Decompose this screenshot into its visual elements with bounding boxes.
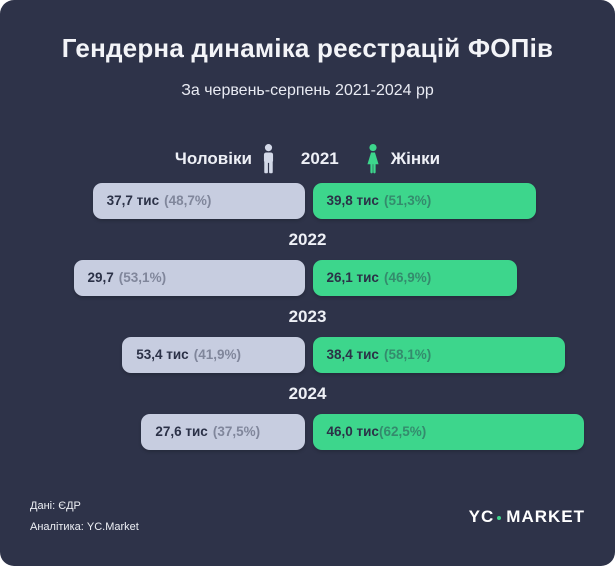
male-bar: 27,6 тис (37,5%) (141, 414, 305, 450)
yc-market-logo: YC MARKET (469, 507, 585, 527)
bar-row: 29,7 (53,1%) 26,1 тис (46,9%) (0, 260, 615, 296)
bar-row: 37,7 тис (48,7%) 39,8 тис (51,3%) (0, 183, 615, 219)
page-subtitle: За червень-серпень 2021-2024 рр (181, 82, 434, 99)
male-bar-value: 53,4 тис (136, 347, 189, 362)
logo-text-right: MARKET (506, 506, 585, 526)
male-bar-value: 37,7 тис (106, 193, 160, 208)
bar-row: 53,4 тис (41,9%) 38,4 тис (58,1%) (0, 337, 615, 373)
female-bar-value: 38,4 тис (326, 347, 379, 362)
female-bar: 39,8 тис (51,3%) (312, 183, 536, 219)
male-bar-percent: (48,7%) (164, 193, 212, 208)
data-source: Дані: ЄДР (30, 500, 81, 512)
male-bar-percent: (37,5%) (212, 424, 261, 439)
female-bar-percent: (58,1%) (383, 347, 432, 362)
male-bar-percent: (41,9%) (193, 347, 241, 362)
male-bar: 29,7 (53,1%) (73, 260, 305, 296)
male-bar: 37,7 тис (48,7%) (92, 183, 305, 219)
man-icon (262, 144, 275, 174)
female-bar-value: 39,8 тис (326, 193, 379, 208)
female-bar-percent: (51,3%) (383, 193, 432, 208)
year-label: 2022 (288, 230, 327, 249)
legend-female-label: Жінки (390, 149, 441, 168)
female-bar-value: 46,0 тис (326, 424, 379, 439)
female-bar: 26,1 тис (46,9%) (312, 260, 517, 296)
bar-row: 27,6 тис (37,5%) 46,0 тис(62,5%) (0, 414, 615, 450)
male-bar-percent: (53,1%) (118, 270, 167, 285)
male-bar: 53,4 тис (41,9%) (122, 337, 305, 373)
male-bar-value: 29,7 (87, 270, 114, 285)
legend: Чоловіки 2021 Жінки (0, 143, 615, 175)
chart-rows: 37,7 тис (48,7%) 39,8 тис (51,3%) 2022 29,… (0, 183, 615, 450)
year-label: 2023 (288, 307, 327, 326)
legend-male-label: Чоловіки (174, 149, 252, 168)
logo-dot-icon (497, 515, 502, 520)
year-label-2021: 2021 (300, 149, 339, 168)
female-bar-percent: (62,5%) (378, 424, 427, 439)
page-title: Гендерна динаміка реєстрацій ФОПів (61, 33, 554, 63)
woman-icon (365, 144, 381, 174)
footer: Дані: ЄДР Аналітика: YC.Market YC MARKET (30, 499, 585, 534)
male-bar-value: 27,6 тис (155, 424, 208, 439)
female-bar: 38,4 тис (58,1%) (312, 337, 566, 373)
logo-text-left: YC (468, 506, 495, 526)
year-label: 2024 (288, 384, 327, 403)
female-bar: 46,0 тис(62,5%) (312, 414, 585, 450)
female-bar-value: 26,1 тис (326, 270, 379, 285)
footer-credits: Дані: ЄДР Аналітика: YC.Market (30, 499, 139, 534)
female-bar-percent: (46,9%) (383, 270, 432, 285)
analytics-credit: Аналітика: YC.Market (30, 521, 139, 533)
